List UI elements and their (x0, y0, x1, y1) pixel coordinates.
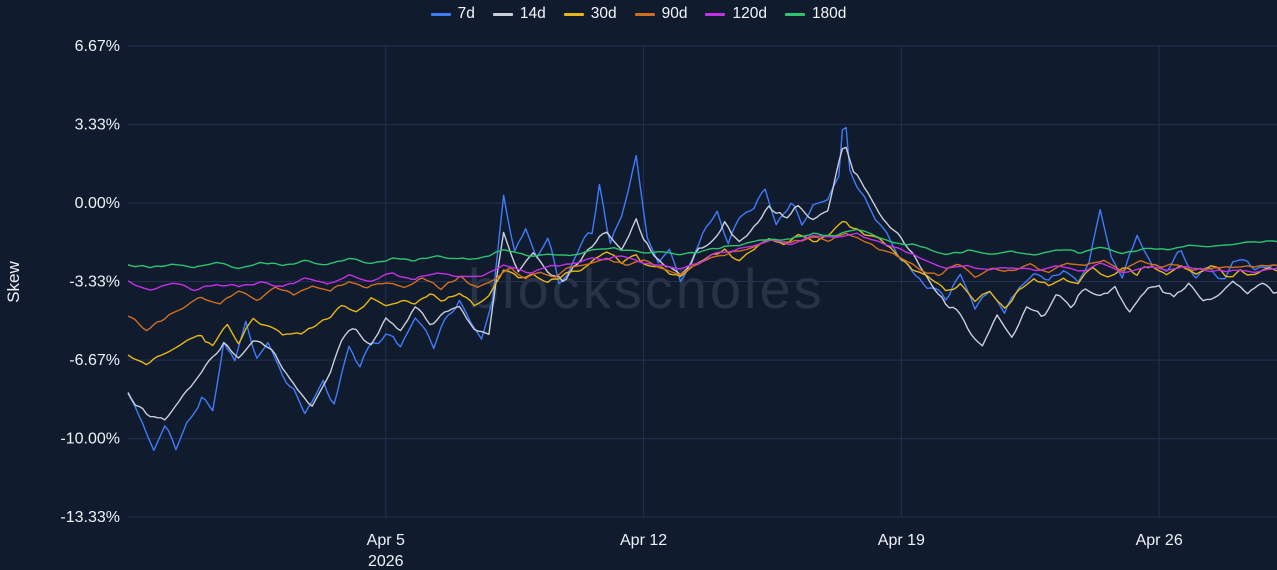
legend-swatch-icon (705, 12, 726, 16)
x-tick-label: Apr 5 (367, 532, 405, 549)
watermark: blockscholes (468, 257, 825, 320)
legend-label: 7d (457, 5, 475, 22)
legend-swatch-icon (634, 12, 655, 16)
legend-label: 30d (590, 5, 617, 22)
series-line-30d[interactable] (127, 220, 1277, 366)
y-tick-label: -3.33% (69, 274, 120, 291)
series-line-7d[interactable] (127, 126, 1277, 451)
legend-label: 90d (661, 5, 688, 22)
legend-item-30d[interactable]: 30d (563, 5, 617, 23)
x-tick-label: Apr 19 (878, 532, 925, 549)
x-tick-sublabel: 2026 (368, 553, 404, 570)
chart-legend: 7d 14d 30d 90d 120d 180d (0, 5, 1277, 23)
legend-item-7d[interactable]: 7d (430, 5, 475, 23)
legend-swatch-icon (563, 12, 584, 16)
legend-label: 120d (732, 5, 767, 22)
y-tick-label: -6.67% (69, 352, 120, 369)
legend-item-14d[interactable]: 14d (492, 5, 546, 23)
x-tick-label: Apr 12 (620, 532, 667, 549)
series-line-180d[interactable] (127, 228, 1277, 270)
series-line-14d[interactable] (127, 146, 1277, 421)
legend-label: 14d (519, 5, 546, 22)
legend-swatch-icon (492, 12, 513, 16)
y-tick-label: 0.00% (75, 195, 120, 212)
legend-item-90d[interactable]: 90d (634, 5, 688, 23)
y-tick-label: 6.67% (75, 38, 120, 55)
legend-swatch-icon (784, 12, 805, 16)
y-tick-label: -10.00% (60, 431, 120, 448)
y-tick-label: -13.33% (60, 509, 120, 526)
legend-item-180d[interactable]: 180d (784, 5, 847, 23)
legend-item-120d[interactable]: 120d (705, 5, 767, 23)
legend-label: 180d (811, 5, 847, 22)
legend-swatch-icon (430, 12, 451, 16)
y-tick-label: 3.33% (75, 117, 120, 134)
x-tick-label: Apr 26 (1136, 532, 1183, 549)
series-line-120d[interactable] (127, 232, 1277, 292)
